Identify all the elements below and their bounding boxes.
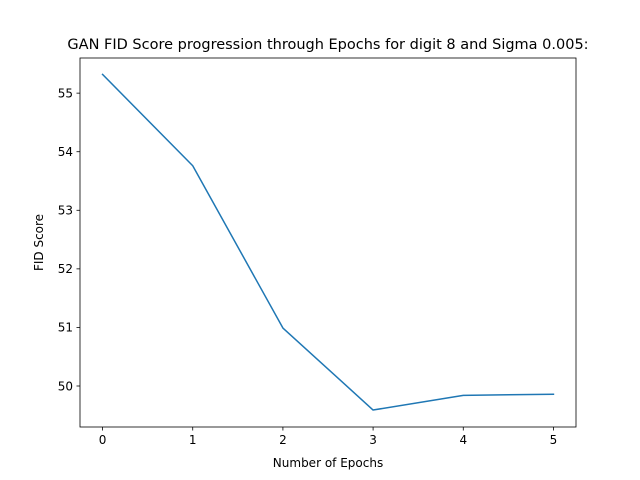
- chart-title: GAN FID Score progression through Epochs…: [67, 37, 588, 53]
- series-line: [101, 73, 555, 411]
- x-tick-label: 5: [550, 433, 558, 447]
- y-tick-label: 54: [58, 145, 73, 159]
- x-tick-label: 2: [279, 433, 287, 447]
- y-tick-label: 53: [58, 204, 73, 218]
- y-tick-label: 51: [58, 321, 73, 335]
- plot-area: [80, 58, 576, 427]
- x-tick-label: 0: [99, 433, 107, 447]
- x-tick-label: 1: [189, 433, 197, 447]
- ticks: 0 1 2 3 4 5 50 51 52 53 54 55: [58, 86, 558, 447]
- y-tick-label: 50: [58, 379, 73, 393]
- y-tick-label: 52: [58, 262, 73, 276]
- plot-frame: [79, 57, 577, 428]
- y-axis-label: FID Score: [32, 214, 46, 271]
- x-tick-label: 3: [369, 433, 377, 447]
- x-tick-label: 4: [459, 433, 467, 447]
- x-axis-label: Number of Epochs: [273, 456, 383, 470]
- y-tick-label: 55: [58, 86, 73, 100]
